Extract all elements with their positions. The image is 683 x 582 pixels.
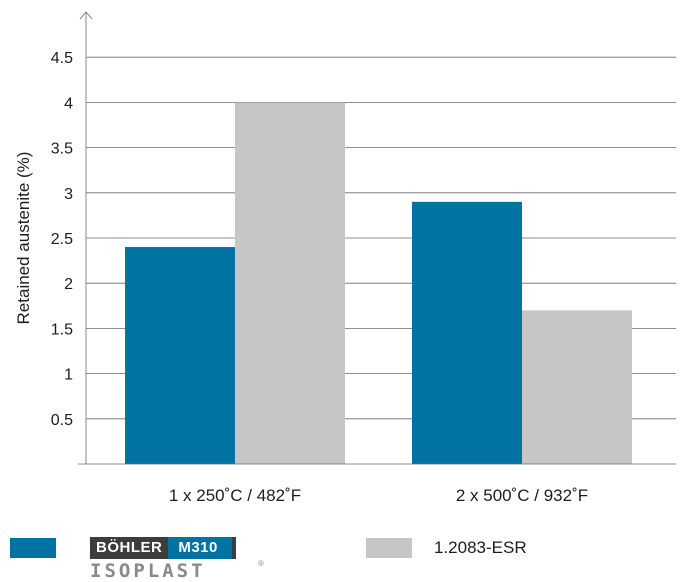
y-tick-label: 4 — [64, 95, 73, 112]
bar-chart: 0.5 1 1.5 2 2.5 3 3.5 4 4.5 1 x 250˚C / 482˚F 2 x… — [14, 11, 676, 505]
brand-grade: M310 — [168, 537, 232, 559]
y-axis-arrow — [79, 11, 93, 20]
y-tick-labels: 0.5 1 1.5 2 2.5 3 3.5 4 4.5 — [51, 50, 73, 429]
brand-sub: ISOPLAST — [90, 560, 206, 582]
brand-logo-m310-isoplast: BÖHLER M310 ISOPLAST ® — [90, 537, 266, 581]
y-tick-label: 1 — [64, 367, 73, 384]
legend-label-1-2083-esr: 1.2083-ESR — [434, 538, 527, 557]
brand-word: BÖHLER — [90, 537, 169, 559]
legend: BÖHLER M310 ISOPLAST ® 1.2083-ESR — [0, 534, 683, 582]
y-tick-label: 0.5 — [51, 412, 73, 429]
bar — [125, 247, 235, 464]
legend-swatch-1-2083-esr — [366, 538, 412, 558]
axes — [78, 11, 676, 465]
bars — [125, 102, 632, 465]
brand-bar — [231, 537, 236, 559]
legend-swatch-m310 — [10, 538, 56, 558]
y-tick-label: 4.5 — [51, 50, 73, 67]
y-tick-label: 2 — [64, 276, 73, 293]
x-tick-labels: 1 x 250˚C / 482˚F 2 x 500˚C / 932˚F — [169, 486, 588, 505]
bar — [522, 310, 632, 464]
y-tick-label: 1.5 — [51, 321, 73, 338]
y-tick-label: 3 — [64, 186, 73, 203]
x-tick-label: 2 x 500˚C / 932˚F — [456, 486, 588, 505]
bar — [412, 201, 522, 464]
y-axis-label: Retained austenite (%) — [14, 152, 33, 325]
brand-registered-mark: ® — [258, 559, 264, 568]
y-tick-label: 3.5 — [51, 141, 73, 158]
bar — [235, 102, 345, 465]
x-tick-label: 1 x 250˚C / 482˚F — [169, 486, 301, 505]
y-tick-label: 2.5 — [51, 231, 73, 248]
